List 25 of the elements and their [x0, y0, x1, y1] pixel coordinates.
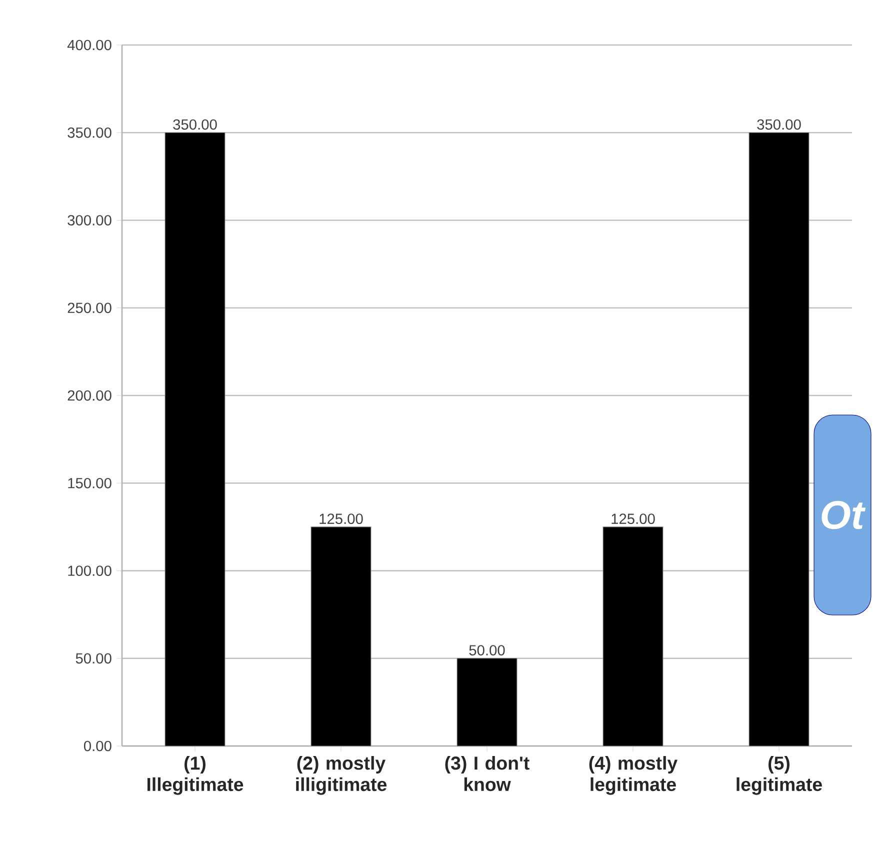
bar	[310, 526, 372, 746]
y-tick-label: 300.00	[68, 215, 112, 226]
data-label: 125.00	[320, 514, 363, 524]
y-tick-label: 50.00	[76, 653, 112, 664]
data-label: 350.00	[757, 119, 801, 130]
y-tick-label: 100.00	[68, 566, 112, 576]
x-tick-label: (1) Illegitimate	[148, 756, 244, 795]
data-label: 50.00	[469, 645, 505, 656]
x-tick-label: (5) legitimate	[736, 756, 822, 795]
y-tick-label: 250.00	[68, 302, 112, 314]
y-tick-label: 400.00	[67, 40, 112, 50]
y-tick-label: 350.00	[68, 127, 112, 138]
bar	[748, 132, 810, 746]
annotation: Ot	[822, 500, 866, 530]
x-tick-label: (2) mostly illigitimate	[296, 756, 387, 795]
y-tick-label: 0.00	[84, 740, 112, 752]
y-tick-label: 150.00	[68, 478, 112, 488]
bar	[456, 658, 518, 746]
bar	[602, 526, 664, 746]
x-tick-label: (4) mostly legitimate	[589, 756, 678, 795]
data-label: 125.00	[612, 514, 655, 524]
x-tick-label: (3) I don't know	[445, 756, 530, 792]
bar	[164, 132, 226, 746]
y-tick-label: 200.00	[68, 390, 112, 401]
data-label: 350.00	[173, 119, 217, 130]
